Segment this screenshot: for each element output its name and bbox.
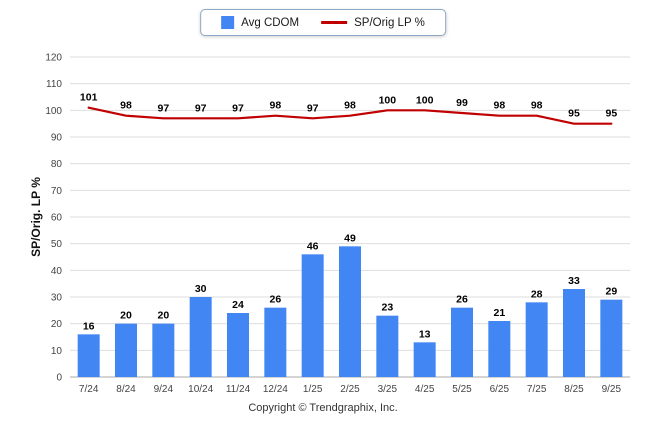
bar-value-label: 28 [531, 288, 543, 300]
x-tick-label: 9/25 [602, 384, 622, 395]
bar-swatch-icon [221, 16, 235, 29]
x-tick-label: 5/25 [452, 384, 472, 395]
bar-value-label: 26 [456, 294, 468, 306]
bar [301, 254, 324, 377]
bar [413, 342, 436, 377]
y-tick-label: 80 [51, 159, 63, 170]
bar-value-label: 21 [493, 307, 505, 319]
legend-label-avg-cdom: Avg CDOM [241, 16, 300, 29]
x-tick-label: 8/24 [116, 384, 136, 395]
bar [563, 289, 585, 377]
bar-value-label: 33 [568, 275, 580, 287]
y-tick-label: 50 [51, 239, 63, 250]
bar-value-label: 30 [195, 283, 207, 295]
line-series [87, 106, 613, 125]
line-value-label: 97 [232, 102, 244, 114]
bar-value-label: 29 [605, 286, 617, 298]
bar [376, 315, 399, 377]
x-tick-label: 9/24 [154, 384, 174, 395]
y-tick-label: 30 [51, 293, 63, 304]
bar-value-label: 26 [269, 294, 281, 306]
y-tick-label: 20 [51, 319, 63, 330]
line-value-label: 101 [80, 92, 98, 104]
line-value-label: 98 [120, 100, 132, 112]
line-value-label: 98 [531, 100, 543, 112]
legend-label-sp-orig-lp: SP/Orig LP % [354, 16, 425, 29]
line-swatch-icon [321, 21, 348, 24]
x-tick-label: 7/24 [79, 384, 99, 395]
x-tick-label: 10/24 [188, 384, 213, 395]
legend-item-sp-orig-lp: SP/Orig LP % [321, 17, 425, 29]
bar [152, 323, 175, 377]
x-tick-label: 6/25 [490, 384, 510, 395]
x-tick-label: 2/25 [340, 384, 360, 395]
legend-item-avg-cdom: Avg CDOM [221, 16, 299, 29]
copyright-text: Copyright © Trendgraphix, Inc. [248, 402, 398, 414]
x-tick-label: 1/25 [303, 384, 323, 395]
y-axis-title: SP/Orig. LP % [29, 177, 43, 257]
line-value-label: 95 [568, 108, 580, 120]
x-tick-label: 4/25 [415, 384, 435, 395]
line-value-label: 95 [605, 108, 617, 120]
y-tick-label: 60 [51, 213, 63, 224]
bar-value-label: 13 [419, 328, 431, 340]
bar [115, 323, 137, 377]
bar [525, 302, 548, 377]
line-value-label: 98 [344, 100, 356, 112]
y-tick-label: 100 [45, 106, 62, 117]
y-tick-label: 110 [46, 79, 62, 90]
chart-legend: Avg CDOM SP/Orig LP % [200, 9, 446, 36]
bar-value-label: 23 [381, 302, 393, 314]
bar [600, 299, 623, 377]
line-value-label: 99 [456, 97, 468, 109]
x-tick-label: 7/25 [527, 384, 547, 395]
bar [227, 313, 249, 377]
bar-value-label: 16 [83, 320, 95, 332]
bar [264, 307, 287, 377]
line-value-label: 97 [195, 102, 207, 114]
y-tick-label: 40 [51, 266, 63, 277]
bar [77, 334, 100, 377]
x-tick-label: 8/25 [564, 384, 584, 395]
bar-value-label: 24 [232, 299, 244, 311]
y-tick-label: 70 [51, 186, 63, 197]
line-value-label: 98 [493, 100, 505, 112]
y-tick-label: 90 [51, 133, 63, 144]
line-value-label: 98 [269, 100, 281, 112]
y-tick-label: 10 [51, 346, 63, 357]
bar-value-label: 46 [307, 240, 319, 252]
x-tick-label: 11/24 [226, 384, 251, 395]
bar-value-label: 20 [120, 310, 132, 322]
y-tick-label: 0 [56, 373, 62, 384]
bar-value-label: 49 [344, 232, 356, 244]
bar [339, 246, 361, 377]
bar [488, 321, 511, 377]
line-value-label: 100 [379, 94, 397, 106]
bar [451, 307, 473, 377]
line-value-label: 100 [416, 94, 434, 106]
line-value-label: 97 [157, 102, 169, 114]
line-value-label: 97 [307, 102, 319, 114]
y-tick-label: 120 [45, 53, 62, 64]
bar-value-label: 20 [157, 310, 169, 322]
x-tick-label: 3/25 [378, 384, 398, 395]
x-tick-label: 12/24 [263, 384, 288, 395]
bar [189, 297, 212, 377]
